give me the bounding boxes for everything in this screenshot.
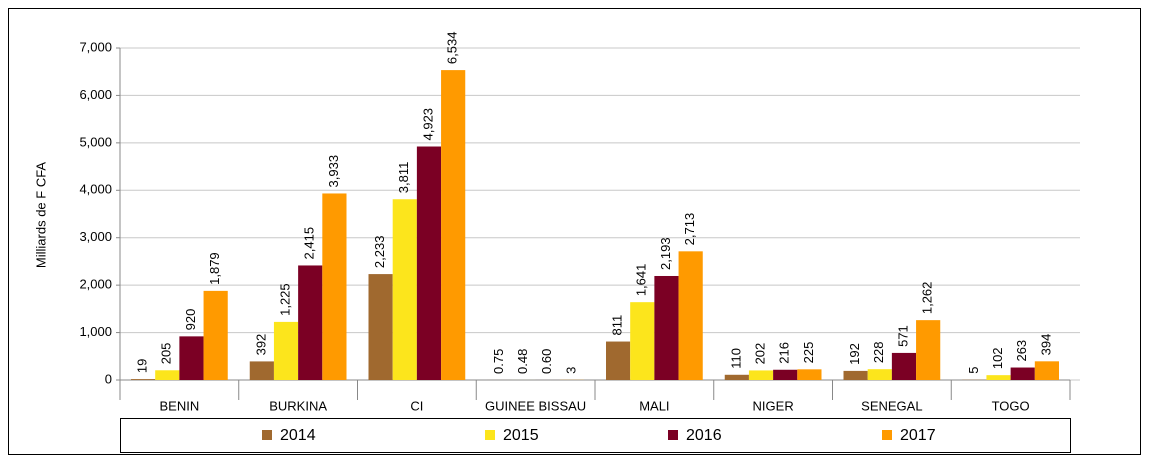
data-label: 571 bbox=[895, 325, 910, 347]
data-label: 216 bbox=[777, 342, 792, 364]
bar bbox=[678, 251, 703, 380]
x-tick-label: GUINEE BISSAU bbox=[485, 398, 586, 413]
data-label: 6,534 bbox=[445, 32, 460, 65]
x-tick-label: TOGO bbox=[992, 398, 1030, 413]
data-label: 0.48 bbox=[515, 349, 530, 374]
bar bbox=[203, 290, 228, 380]
data-label: 0.75 bbox=[491, 349, 506, 374]
legend-label: 2017 bbox=[900, 427, 936, 444]
data-label: 19 bbox=[135, 359, 150, 373]
y-tick-label: 1,000 bbox=[79, 324, 112, 339]
data-label: 1,879 bbox=[207, 252, 222, 285]
legend-swatch bbox=[485, 430, 495, 440]
data-label: 392 bbox=[253, 334, 268, 356]
data-label: 225 bbox=[801, 342, 816, 364]
bar bbox=[1034, 361, 1059, 380]
legend-label: 2016 bbox=[686, 427, 722, 444]
y-tick-label: 0 bbox=[105, 371, 112, 386]
data-label: 1,641 bbox=[634, 264, 649, 297]
bar bbox=[773, 369, 798, 380]
chart-border bbox=[8, 8, 1141, 455]
bar bbox=[179, 336, 204, 380]
bar bbox=[724, 374, 749, 380]
y-tick-label: 5,000 bbox=[79, 134, 112, 149]
bar bbox=[249, 361, 274, 380]
bar bbox=[322, 193, 347, 380]
bar bbox=[273, 321, 299, 380]
bar bbox=[748, 370, 774, 380]
data-label: 102 bbox=[990, 347, 1005, 369]
data-label: 3,933 bbox=[326, 155, 341, 188]
bar bbox=[155, 370, 180, 380]
data-label: 110 bbox=[728, 348, 743, 369]
legend-label: 2014 bbox=[280, 427, 316, 444]
data-label: 2,233 bbox=[372, 236, 387, 269]
bar bbox=[654, 275, 679, 380]
bar bbox=[843, 370, 868, 380]
x-tick-label: NIGER bbox=[753, 398, 794, 413]
x-tick-label: BURKINA bbox=[269, 398, 327, 413]
y-tick-label: 2,000 bbox=[79, 277, 112, 292]
x-tick-label: MALI bbox=[639, 398, 669, 413]
bar bbox=[441, 70, 466, 380]
legend-swatch bbox=[668, 430, 678, 440]
data-label: 2,193 bbox=[658, 237, 673, 270]
y-tick-label: 4,000 bbox=[79, 182, 112, 197]
y-tick-label: 3,000 bbox=[79, 229, 112, 244]
data-label: 202 bbox=[752, 343, 767, 365]
data-label: 263 bbox=[1014, 340, 1029, 362]
data-label: 3,811 bbox=[396, 162, 411, 194]
bar bbox=[916, 320, 941, 380]
bar bbox=[606, 341, 631, 380]
x-tick-label: SENEGAL bbox=[861, 398, 922, 413]
data-label: 228 bbox=[871, 341, 886, 363]
legend-swatch bbox=[882, 430, 892, 440]
bar bbox=[1010, 367, 1035, 380]
bar bbox=[368, 274, 393, 380]
bar bbox=[131, 379, 156, 380]
data-label: 1,262 bbox=[920, 282, 935, 315]
bar bbox=[867, 369, 892, 380]
bar bbox=[797, 369, 822, 380]
bar bbox=[630, 302, 655, 380]
y-tick-label: 6,000 bbox=[79, 87, 112, 102]
bar bbox=[298, 265, 323, 380]
bar bbox=[392, 199, 417, 380]
data-label: 811 bbox=[610, 315, 625, 336]
data-label: 5 bbox=[966, 367, 981, 374]
data-label: 2,415 bbox=[302, 227, 317, 260]
x-tick-label: CI bbox=[410, 398, 423, 413]
legend-label: 2015 bbox=[503, 427, 539, 444]
data-label: 920 bbox=[183, 309, 198, 331]
data-label: 1,225 bbox=[277, 283, 292, 316]
legend-box bbox=[120, 418, 1071, 453]
data-label: 3 bbox=[563, 367, 578, 374]
data-label: 4,923 bbox=[420, 108, 435, 141]
data-label: 192 bbox=[847, 343, 862, 365]
y-tick-label: 7,000 bbox=[79, 39, 112, 54]
x-tick-label: BENIN bbox=[160, 398, 200, 413]
y-axis-label: Milliards de F CFA bbox=[33, 162, 48, 269]
data-label: 394 bbox=[1038, 334, 1053, 356]
bar bbox=[986, 375, 1011, 380]
bar bbox=[891, 352, 917, 380]
data-label: 205 bbox=[159, 343, 174, 365]
data-label: 2,713 bbox=[682, 213, 697, 246]
bar bbox=[416, 146, 442, 380]
legend-swatch bbox=[262, 430, 272, 440]
data-label: 0.60 bbox=[539, 349, 554, 374]
